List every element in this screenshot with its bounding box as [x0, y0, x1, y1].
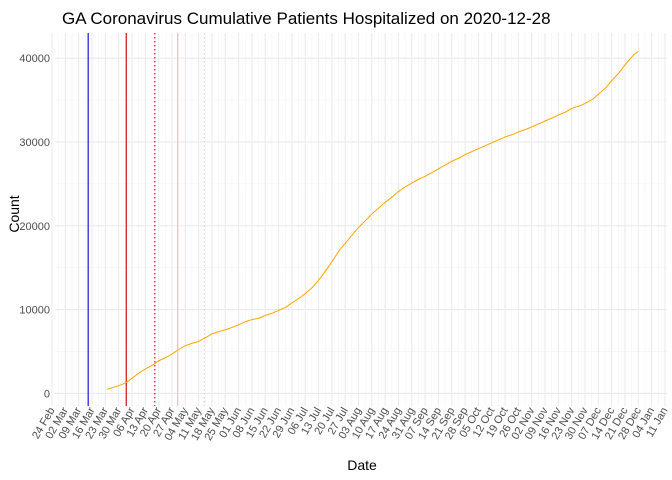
chart-title: GA Coronavirus Cumulative Patients Hospi…: [62, 9, 551, 28]
y-tick-label: 30000: [19, 137, 50, 149]
grid-major: [51, 33, 667, 406]
grid-minor: [55, 33, 667, 406]
y-axis-ticks: 0 10000 20000 30000 40000: [19, 53, 50, 400]
series-line-1: [107, 51, 639, 390]
y-tick-label: 10000: [19, 305, 50, 317]
y-tick-label: 0: [44, 388, 50, 400]
x-axis-title: Date: [347, 457, 377, 473]
series-group: [107, 51, 639, 390]
y-axis-title: Count: [6, 195, 22, 232]
event-lines: [87, 33, 205, 406]
y-tick-label: 20000: [19, 221, 50, 233]
y-tick-label: 40000: [19, 53, 50, 65]
